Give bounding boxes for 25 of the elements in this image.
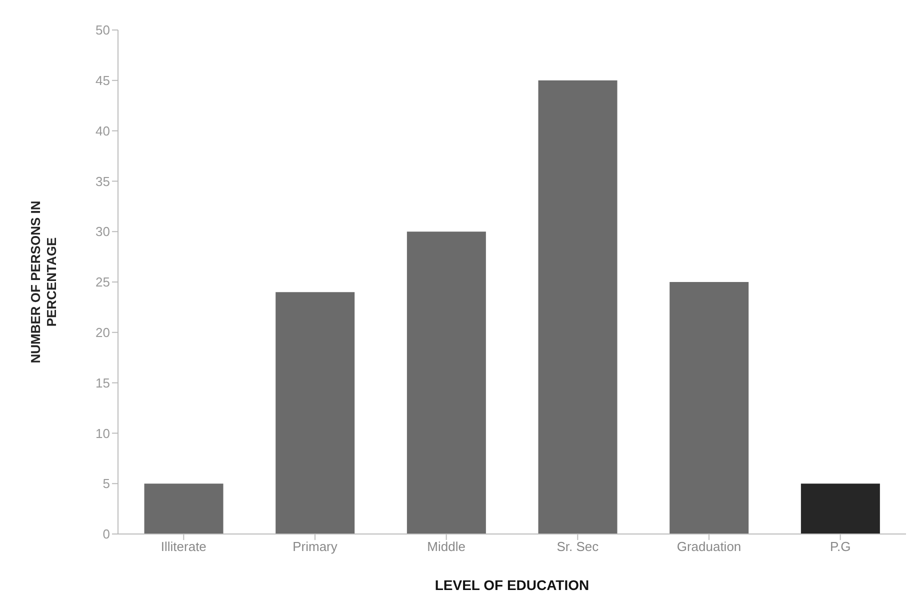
x-tick-label: P.G <box>830 539 851 554</box>
y-tick-label: 25 <box>96 274 110 290</box>
bar <box>276 292 355 534</box>
x-tick-label: Sr. Sec <box>556 539 600 554</box>
y-tick-label: 5 <box>102 476 110 492</box>
y-tick-label: 50 <box>96 22 110 38</box>
bar <box>800 484 880 534</box>
y-tick-label: 15 <box>96 375 110 390</box>
bar <box>406 232 486 534</box>
bar <box>538 80 618 534</box>
y-axis-title: NUMBER OF PERSONS IN PERCENTAGE <box>28 200 59 364</box>
x-axis-title: LEVEL OF EDUCATION <box>434 577 590 593</box>
y-tick-label: 10 <box>96 426 110 441</box>
bar <box>670 282 749 534</box>
y-tick-label: 40 <box>96 123 110 138</box>
y-tick-label: 20 <box>96 325 110 340</box>
y-tick-label: 0 <box>102 526 110 542</box>
bar <box>144 484 224 534</box>
y-tick-label: 45 <box>96 73 110 88</box>
x-tick-label: Primary <box>292 539 338 554</box>
y-tick-label: 35 <box>96 174 110 189</box>
x-tick-label: Middle <box>427 539 466 554</box>
x-tick-label: Graduation <box>676 539 742 554</box>
x-tick-label: Illiterate <box>160 539 206 554</box>
y-tick-label: 30 <box>96 224 110 240</box>
